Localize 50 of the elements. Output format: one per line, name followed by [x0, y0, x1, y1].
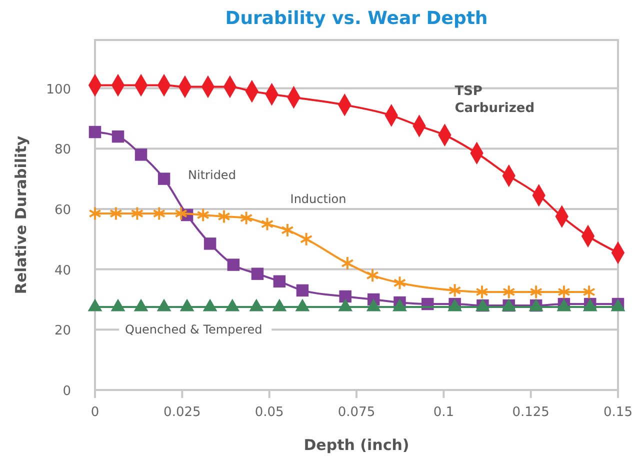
- series-label: Quenched & Tempered: [125, 322, 262, 337]
- point: [273, 275, 286, 288]
- point: [366, 268, 379, 283]
- point: [227, 258, 240, 271]
- x-axis-title: Depth (inch): [304, 436, 410, 454]
- point: [260, 216, 274, 232]
- point: [204, 238, 216, 250]
- y-tick-label: 20: [54, 324, 71, 339]
- point: [296, 284, 309, 297]
- y-tick-label: 100: [46, 82, 71, 98]
- y-tick-label: 0: [62, 384, 71, 399]
- y-tick-label: 80: [54, 142, 71, 158]
- point: [218, 209, 230, 224]
- point: [130, 206, 144, 221]
- point: [88, 126, 102, 138]
- point: [502, 284, 516, 300]
- point: [112, 130, 124, 143]
- point: [558, 284, 570, 300]
- point: [158, 172, 170, 185]
- x-tick-label: 0.125: [512, 405, 550, 420]
- series-label: TSP Carburized: [454, 84, 535, 116]
- point: [88, 206, 102, 221]
- chart-title: Durability vs. Wear Depth: [225, 8, 488, 29]
- point: [196, 208, 210, 222]
- point: [251, 268, 264, 280]
- x-tick-label: 0: [90, 405, 100, 420]
- series-label: Induction: [290, 192, 346, 206]
- point: [393, 276, 406, 290]
- x-tick-label: 0.1: [433, 405, 454, 420]
- point: [152, 206, 166, 221]
- point: [281, 222, 294, 238]
- point: [530, 284, 542, 300]
- point: [476, 284, 488, 300]
- point: [339, 290, 352, 303]
- y-axis-title: Relative Durability: [12, 136, 30, 294]
- x-tick-label: 0.15: [604, 405, 632, 420]
- y-tick-label: 60: [54, 202, 71, 218]
- point: [341, 256, 354, 271]
- y-tick-label: 40: [54, 263, 71, 278]
- point: [448, 283, 462, 298]
- point: [240, 210, 253, 226]
- series-label: Nitrided: [188, 168, 236, 182]
- point: [300, 232, 313, 246]
- x-tick-label: 0.075: [338, 405, 376, 420]
- point: [582, 284, 596, 300]
- point: [134, 148, 148, 161]
- x-tick-label: 0.05: [254, 405, 284, 420]
- x-tick-label: 0.025: [164, 405, 201, 420]
- point: [110, 206, 122, 221]
- point: [174, 206, 188, 221]
